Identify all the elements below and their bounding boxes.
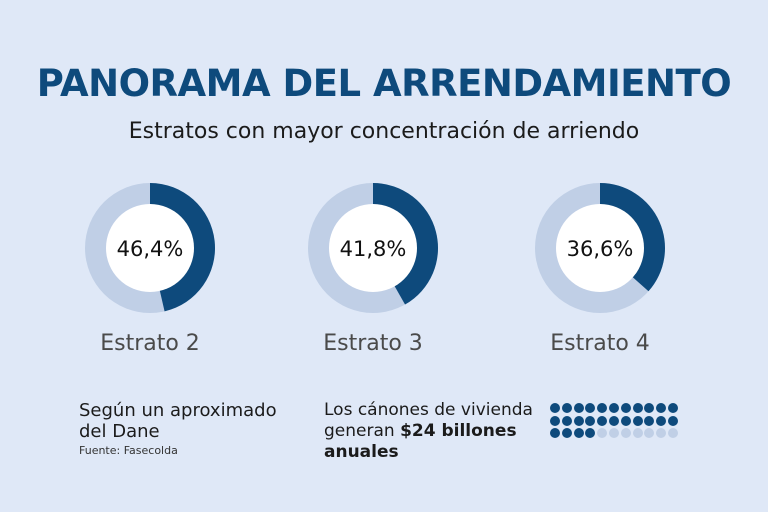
dot-filled [561, 415, 572, 426]
dot-filled [585, 428, 596, 438]
donut-value-label: 41,8% [340, 237, 407, 261]
source-note: Fuente: Fasecolda [79, 444, 178, 457]
dot-filled [597, 403, 608, 413]
donut-center [556, 204, 644, 292]
dot-empty [609, 428, 619, 438]
donut-1: 46,4% Estrato 2 [85, 183, 215, 356]
dot-empty [620, 428, 631, 438]
dot-filled [561, 428, 572, 438]
note-left: Según un aproximado del Dane [79, 400, 277, 442]
revenue-note-text: Los cánones de vivienda generan [324, 400, 533, 441]
dot-empty [656, 428, 667, 438]
revenue-note-highlight: $24 billones anuales [324, 421, 517, 462]
revenue-note: Los cánones de vivienda generan $24 bill… [324, 400, 554, 463]
dot-filled [668, 415, 678, 426]
donut-center [106, 204, 194, 292]
dot-filled [632, 403, 643, 413]
donut-3: 36,6% Estrato 4 [535, 183, 665, 356]
dot-empty [597, 428, 608, 438]
dot-filled [573, 403, 584, 413]
donut-category-label: Estrato 2 [100, 331, 200, 356]
dot-filled [550, 415, 560, 426]
dot-grid [550, 403, 680, 439]
dot-filled [668, 403, 678, 413]
page-title: PANORAMA DEL ARRENDAMIENTO [36, 62, 732, 105]
dot-filled [644, 403, 655, 413]
dot-filled [573, 415, 584, 426]
dot-empty [632, 428, 643, 438]
dot-filled [585, 415, 596, 426]
dot-filled [550, 428, 560, 438]
dot-filled [644, 415, 655, 426]
dot-filled [632, 415, 643, 426]
donut-value-label: 36,6% [567, 237, 634, 261]
donut-category-label: Estrato 4 [550, 331, 650, 356]
dot-filled [561, 403, 572, 413]
dot-filled [550, 403, 560, 413]
dot-empty [644, 428, 655, 438]
dot-filled [585, 403, 596, 413]
dot-filled [620, 403, 631, 413]
donut-center [329, 204, 417, 292]
dot-filled [573, 428, 584, 438]
dot-filled [609, 415, 619, 426]
donut-2: 41,8% Estrato 3 [308, 183, 438, 356]
dot-filled [656, 403, 667, 413]
donut-value-label: 46,4% [117, 237, 184, 261]
dot-filled [609, 403, 619, 413]
dot-filled [597, 415, 608, 426]
dot-empty [668, 428, 678, 438]
dot-filled [656, 415, 667, 426]
page-subtitle: Estratos con mayor concentración de arri… [128, 119, 640, 144]
dot-filled [620, 415, 631, 426]
donut-category-label: Estrato 3 [323, 331, 423, 356]
